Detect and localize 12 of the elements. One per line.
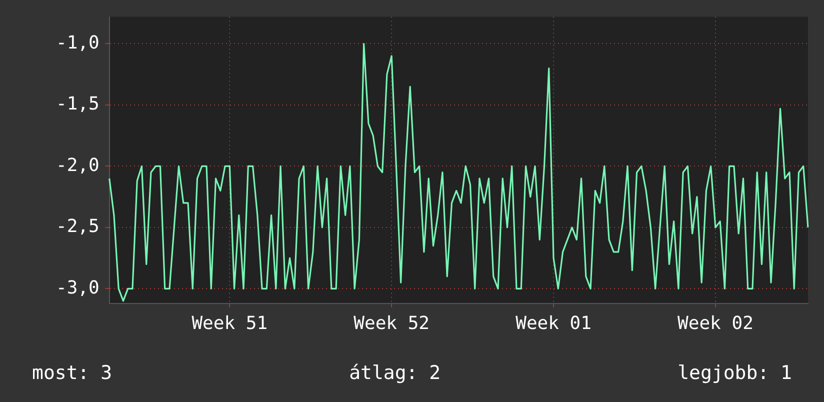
- text: legjobb: 1: [678, 362, 792, 384]
- text: átlag: 2: [349, 362, 441, 384]
- x-tick-label: Week 02: [678, 312, 754, 334]
- y-tick-label: -1,0: [56, 32, 100, 54]
- x-tick-label: Week 52: [354, 312, 430, 334]
- y-tick-label: -3,0: [56, 277, 100, 298]
- y-tick-label: -1,5: [56, 94, 100, 115]
- y-tick-label: -2,0: [56, 154, 100, 176]
- x-tick-label: Week 01: [516, 312, 592, 334]
- x-tick-label: Week 51: [192, 312, 268, 334]
- text: most: 3: [32, 362, 112, 384]
- y-tick-label: -2,5: [56, 216, 100, 238]
